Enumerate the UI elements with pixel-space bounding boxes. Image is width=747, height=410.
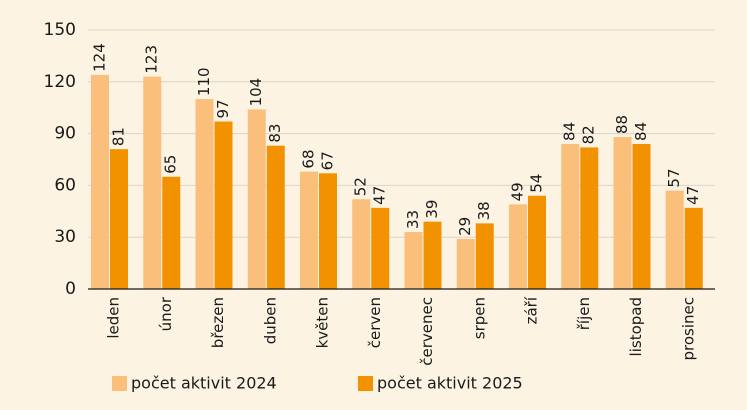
bar [300, 171, 318, 289]
data-label: 104 [247, 78, 265, 107]
x-tick-label: leden [105, 297, 123, 339]
x-tick-label: červen [366, 297, 384, 348]
data-label: 47 [371, 186, 389, 205]
data-label: 88 [613, 115, 631, 134]
bar [475, 223, 494, 289]
bar [632, 143, 651, 289]
y-tick-label: 0 [65, 279, 76, 299]
bar [423, 221, 442, 289]
bar [684, 207, 703, 289]
legend-label: počet aktivit 2024 [131, 374, 277, 393]
data-label: 97 [214, 99, 232, 118]
data-label: 52 [352, 177, 370, 196]
bar [162, 176, 181, 289]
bar [143, 76, 162, 290]
data-label: 110 [195, 67, 213, 96]
bar [266, 145, 285, 289]
x-tick-label: únor [157, 296, 175, 331]
x-tick-label: listopad [627, 297, 645, 356]
bar [561, 143, 580, 289]
bar [404, 232, 423, 289]
y-tick-label: 60 [54, 175, 76, 195]
bar [613, 137, 632, 289]
bar [352, 199, 371, 289]
x-tick-label: květen [314, 297, 332, 348]
bar [91, 74, 109, 289]
data-label: 54 [528, 174, 546, 193]
data-label: 123 [143, 45, 161, 74]
y-tick-label: 150 [44, 20, 76, 40]
legend-label: počet aktivit 2025 [377, 374, 523, 393]
bar [319, 173, 337, 289]
x-tick-label: prosinec [679, 297, 697, 361]
bar [110, 149, 128, 289]
data-label: 67 [319, 151, 337, 170]
x-tick-label: červenec [418, 297, 436, 366]
bar [371, 207, 390, 289]
bar [665, 190, 684, 289]
data-label: 57 [665, 168, 683, 187]
x-tick-label: březen [209, 297, 227, 348]
data-label: 49 [509, 182, 527, 201]
x-tick-label: srpen [470, 297, 488, 339]
bar [195, 99, 214, 289]
x-tick-label: říjen [575, 297, 593, 330]
x-tick-label: duben [261, 297, 279, 344]
data-label: 81 [110, 127, 128, 146]
data-label: 83 [266, 124, 284, 143]
legend-swatch [358, 376, 373, 391]
data-label: 47 [684, 186, 702, 205]
data-label: 29 [456, 217, 474, 236]
bar [214, 121, 233, 289]
y-tick-label: 30 [54, 227, 76, 247]
bar [580, 147, 599, 289]
data-label: 39 [423, 200, 441, 219]
data-label: 68 [300, 149, 318, 168]
bar [456, 238, 475, 289]
data-label: 82 [580, 125, 598, 144]
data-label: 124 [91, 43, 109, 72]
data-label: 33 [404, 210, 422, 229]
y-tick-label: 90 [54, 124, 76, 144]
bar [509, 204, 527, 289]
data-label: 84 [632, 122, 650, 141]
bar [528, 195, 546, 289]
y-tick-label: 120 [44, 72, 76, 92]
data-label: 38 [475, 201, 493, 220]
data-label: 65 [162, 155, 180, 174]
x-tick-label: září [523, 296, 541, 324]
legend-swatch [112, 376, 127, 391]
data-label: 84 [561, 122, 579, 141]
bar [247, 109, 266, 289]
